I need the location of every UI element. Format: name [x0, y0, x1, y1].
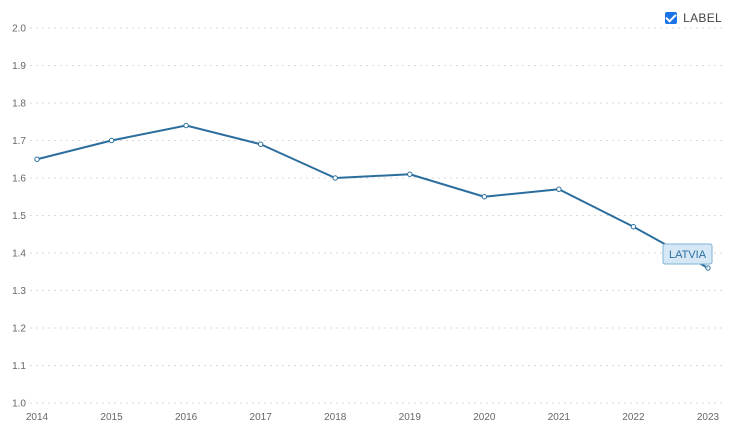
x-tick-label: 2015: [100, 412, 123, 423]
data-point[interactable]: [481, 194, 488, 200]
data-point[interactable]: [257, 141, 264, 147]
y-tick-label: 1.5: [12, 211, 26, 222]
y-tick-label: 1.7: [12, 136, 26, 147]
data-point[interactable]: [556, 186, 562, 192]
x-axis: 2014 2015 2016 2017 2018 2019 2020 2021 2022 2023: [26, 412, 720, 423]
y-tick-label: 1.0: [12, 399, 26, 410]
data-point[interactable]: [630, 224, 637, 230]
x-tick-label: 2022: [622, 412, 645, 423]
x-tick-label: 2021: [548, 412, 571, 423]
series-label-text: LATVIA: [669, 249, 707, 261]
x-tick-label: 2014: [26, 412, 49, 423]
legend-toggle[interactable]: LABEL: [665, 11, 722, 25]
data-point[interactable]: [332, 175, 338, 181]
y-tick-label: 1.3: [12, 286, 26, 297]
x-tick-label: 2016: [175, 412, 198, 423]
y-tick-label: 1.6: [12, 174, 26, 185]
x-tick-label: 2017: [250, 412, 273, 423]
data-point[interactable]: [407, 171, 413, 177]
data-point[interactable]: [34, 156, 40, 162]
y-axis: 1.0 1.1 1.2 1.3 1.4 1.5 1.6 1.7 1.8 1.9 2.0: [12, 24, 26, 410]
series-line: [36, 124, 709, 269]
grid-lines: [30, 27, 722, 404]
x-tick-label: 2018: [324, 412, 347, 423]
y-tick-label: 1.1: [12, 361, 26, 372]
y-tick-label: 1.2: [12, 324, 26, 335]
y-tick-label: 1.4: [12, 249, 26, 260]
x-tick-label: 2019: [399, 412, 422, 423]
series-group: [34, 122, 711, 271]
data-point[interactable]: [108, 137, 115, 144]
series-label-connector: [703, 263, 709, 269]
data-point[interactable]: [183, 122, 189, 129]
x-tick-label: 2023: [697, 412, 720, 423]
series-label-box: [662, 243, 713, 265]
y-tick-label: 1.8: [12, 99, 26, 110]
y-tick-label: 1.9: [12, 61, 26, 72]
series-end-label: LATVIA: [662, 243, 713, 269]
x-tick-label: 2020: [473, 412, 496, 423]
legend-label: LABEL: [683, 11, 722, 25]
y-tick-label: 2.0: [12, 24, 26, 35]
checkbox-icon[interactable]: [665, 12, 678, 24]
